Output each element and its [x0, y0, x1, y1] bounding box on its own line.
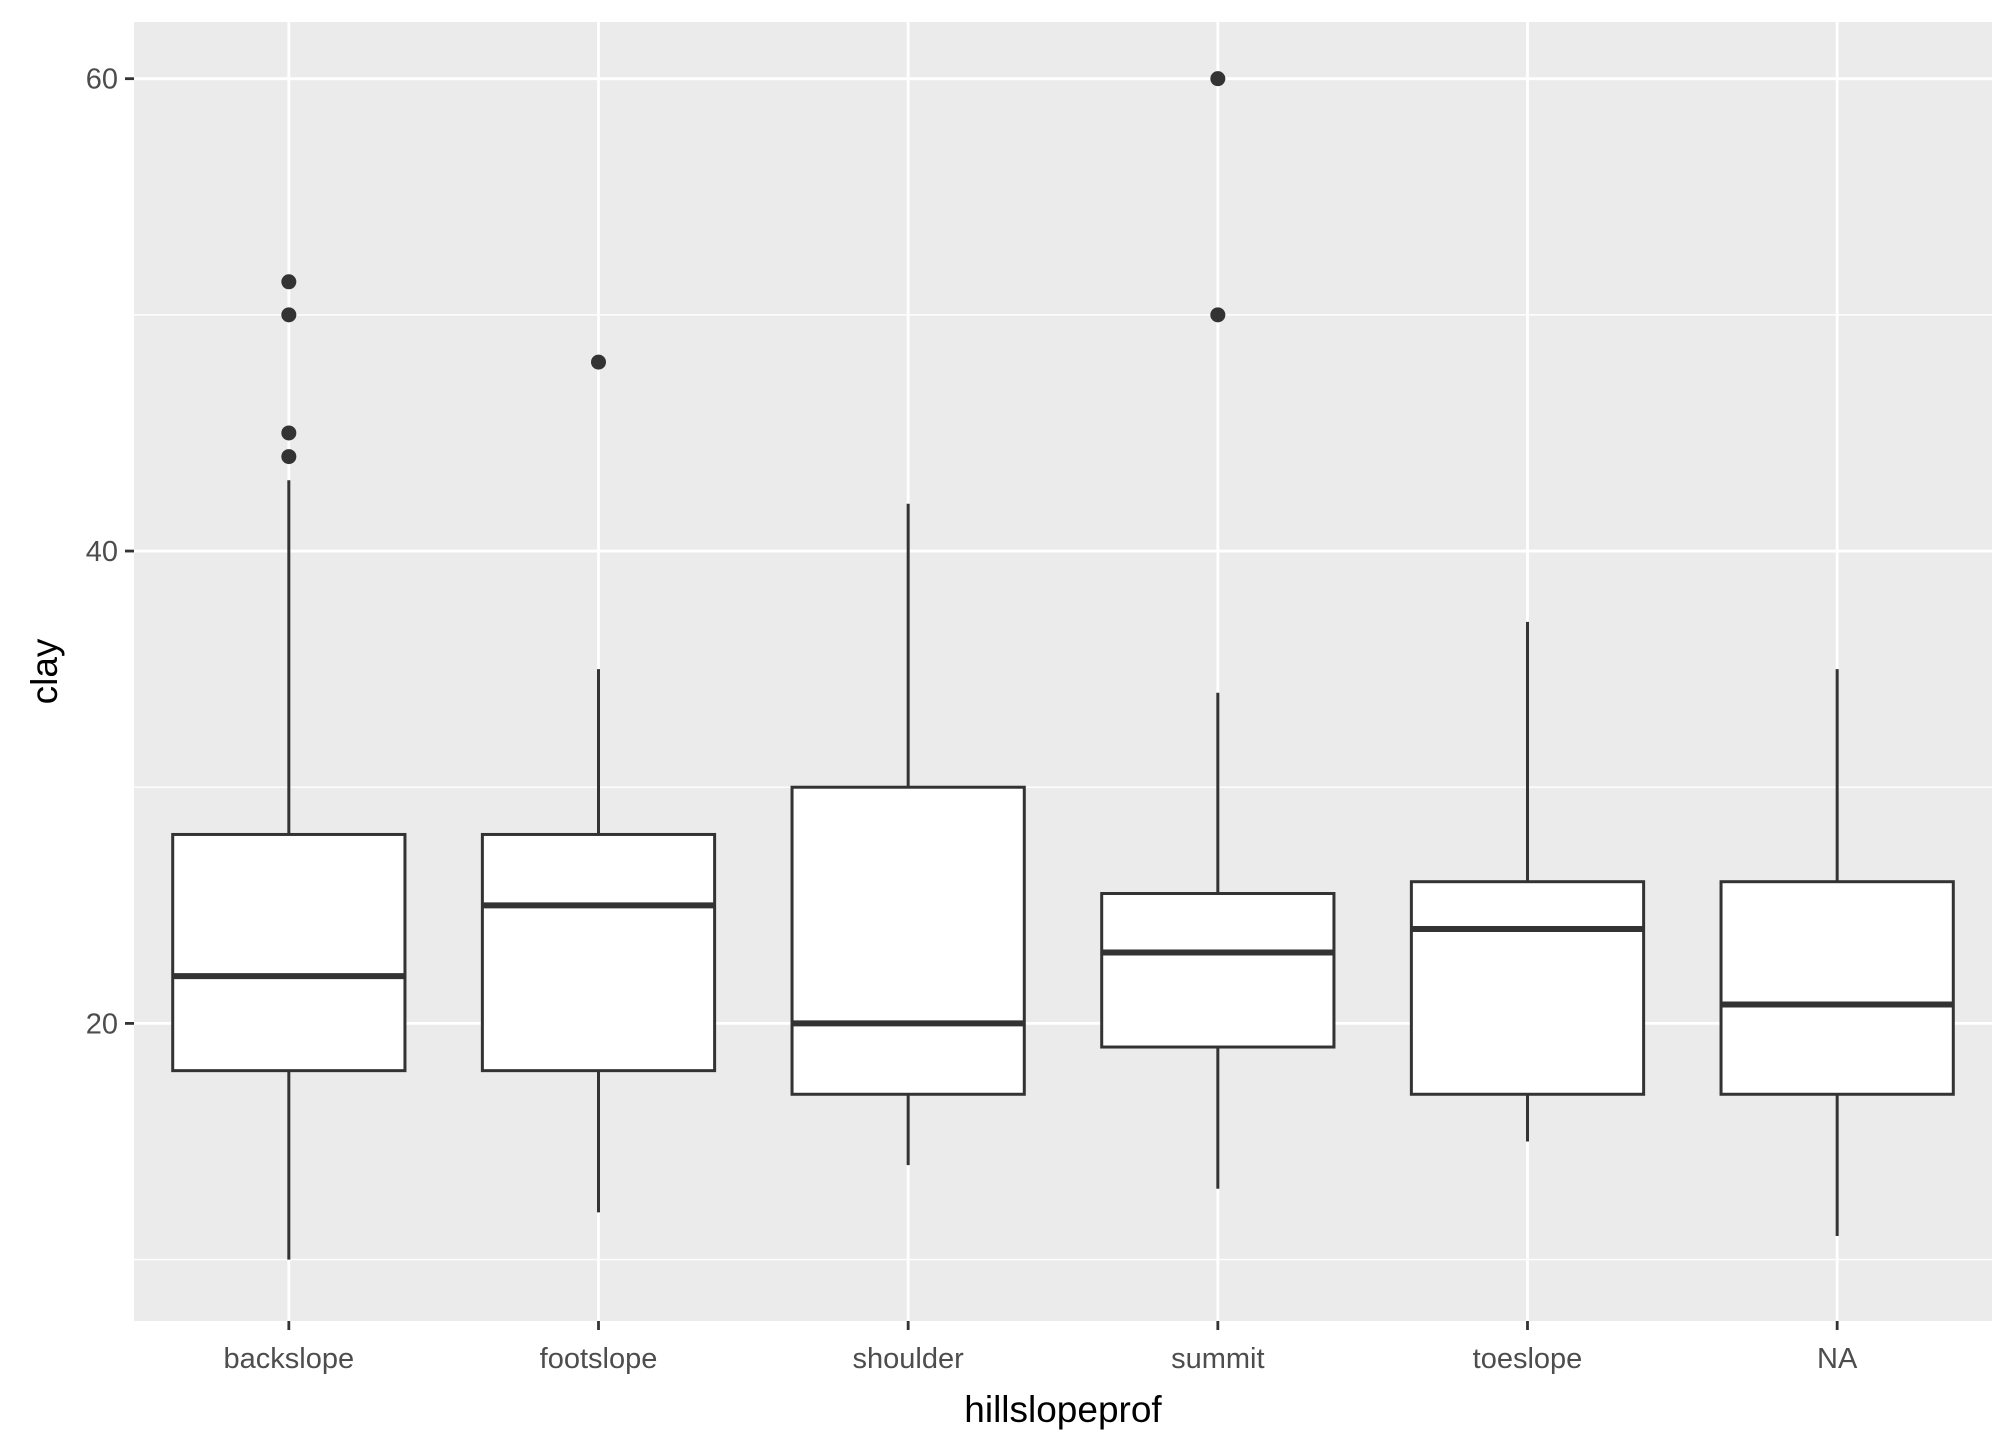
x-tick-label: backslope	[224, 1343, 355, 1375]
outlier-point	[281, 449, 297, 465]
boxes-layer	[171, 71, 1955, 1260]
box-group-summit	[1100, 71, 1336, 1189]
box	[1719, 880, 1955, 1096]
x-axis-title: hillslopeprof	[964, 1389, 1162, 1430]
x-tick-label: summit	[1171, 1343, 1264, 1375]
x-tick-label: footslope	[540, 1343, 658, 1375]
box-group-NA	[1719, 669, 1955, 1236]
outlier-point	[281, 274, 297, 290]
minor-gridlines	[134, 314, 1992, 1261]
outlier-point	[1210, 71, 1226, 87]
box	[480, 832, 717, 1073]
y-tick-label: 60	[86, 64, 118, 96]
outlier-point	[1210, 307, 1226, 323]
box-group-shoulder	[790, 503, 1026, 1166]
box	[171, 832, 407, 1073]
x-tick-label: toeslope	[1473, 1343, 1583, 1375]
box-group-toeslope	[1409, 621, 1646, 1142]
box-group-footslope	[480, 354, 717, 1213]
box-group-backslope	[171, 274, 407, 1260]
outlier-point	[591, 354, 606, 370]
box	[1100, 892, 1336, 1049]
plot-panel	[134, 22, 1992, 1321]
y-tick-label: 40	[86, 536, 118, 568]
y-tick-label: 20	[86, 1008, 118, 1040]
x-tick-label: shoulder	[853, 1343, 965, 1375]
x-axis: backslope footslope shoulder summit toeslope…	[224, 1321, 1858, 1375]
outlier-point	[281, 425, 297, 441]
x-tick-label: NA	[1817, 1343, 1858, 1375]
y-axis: 20 40 60	[86, 64, 134, 1040]
box	[1409, 880, 1646, 1096]
outlier-point	[281, 307, 297, 323]
box	[790, 785, 1026, 1096]
y-axis-title: clay	[24, 638, 65, 704]
